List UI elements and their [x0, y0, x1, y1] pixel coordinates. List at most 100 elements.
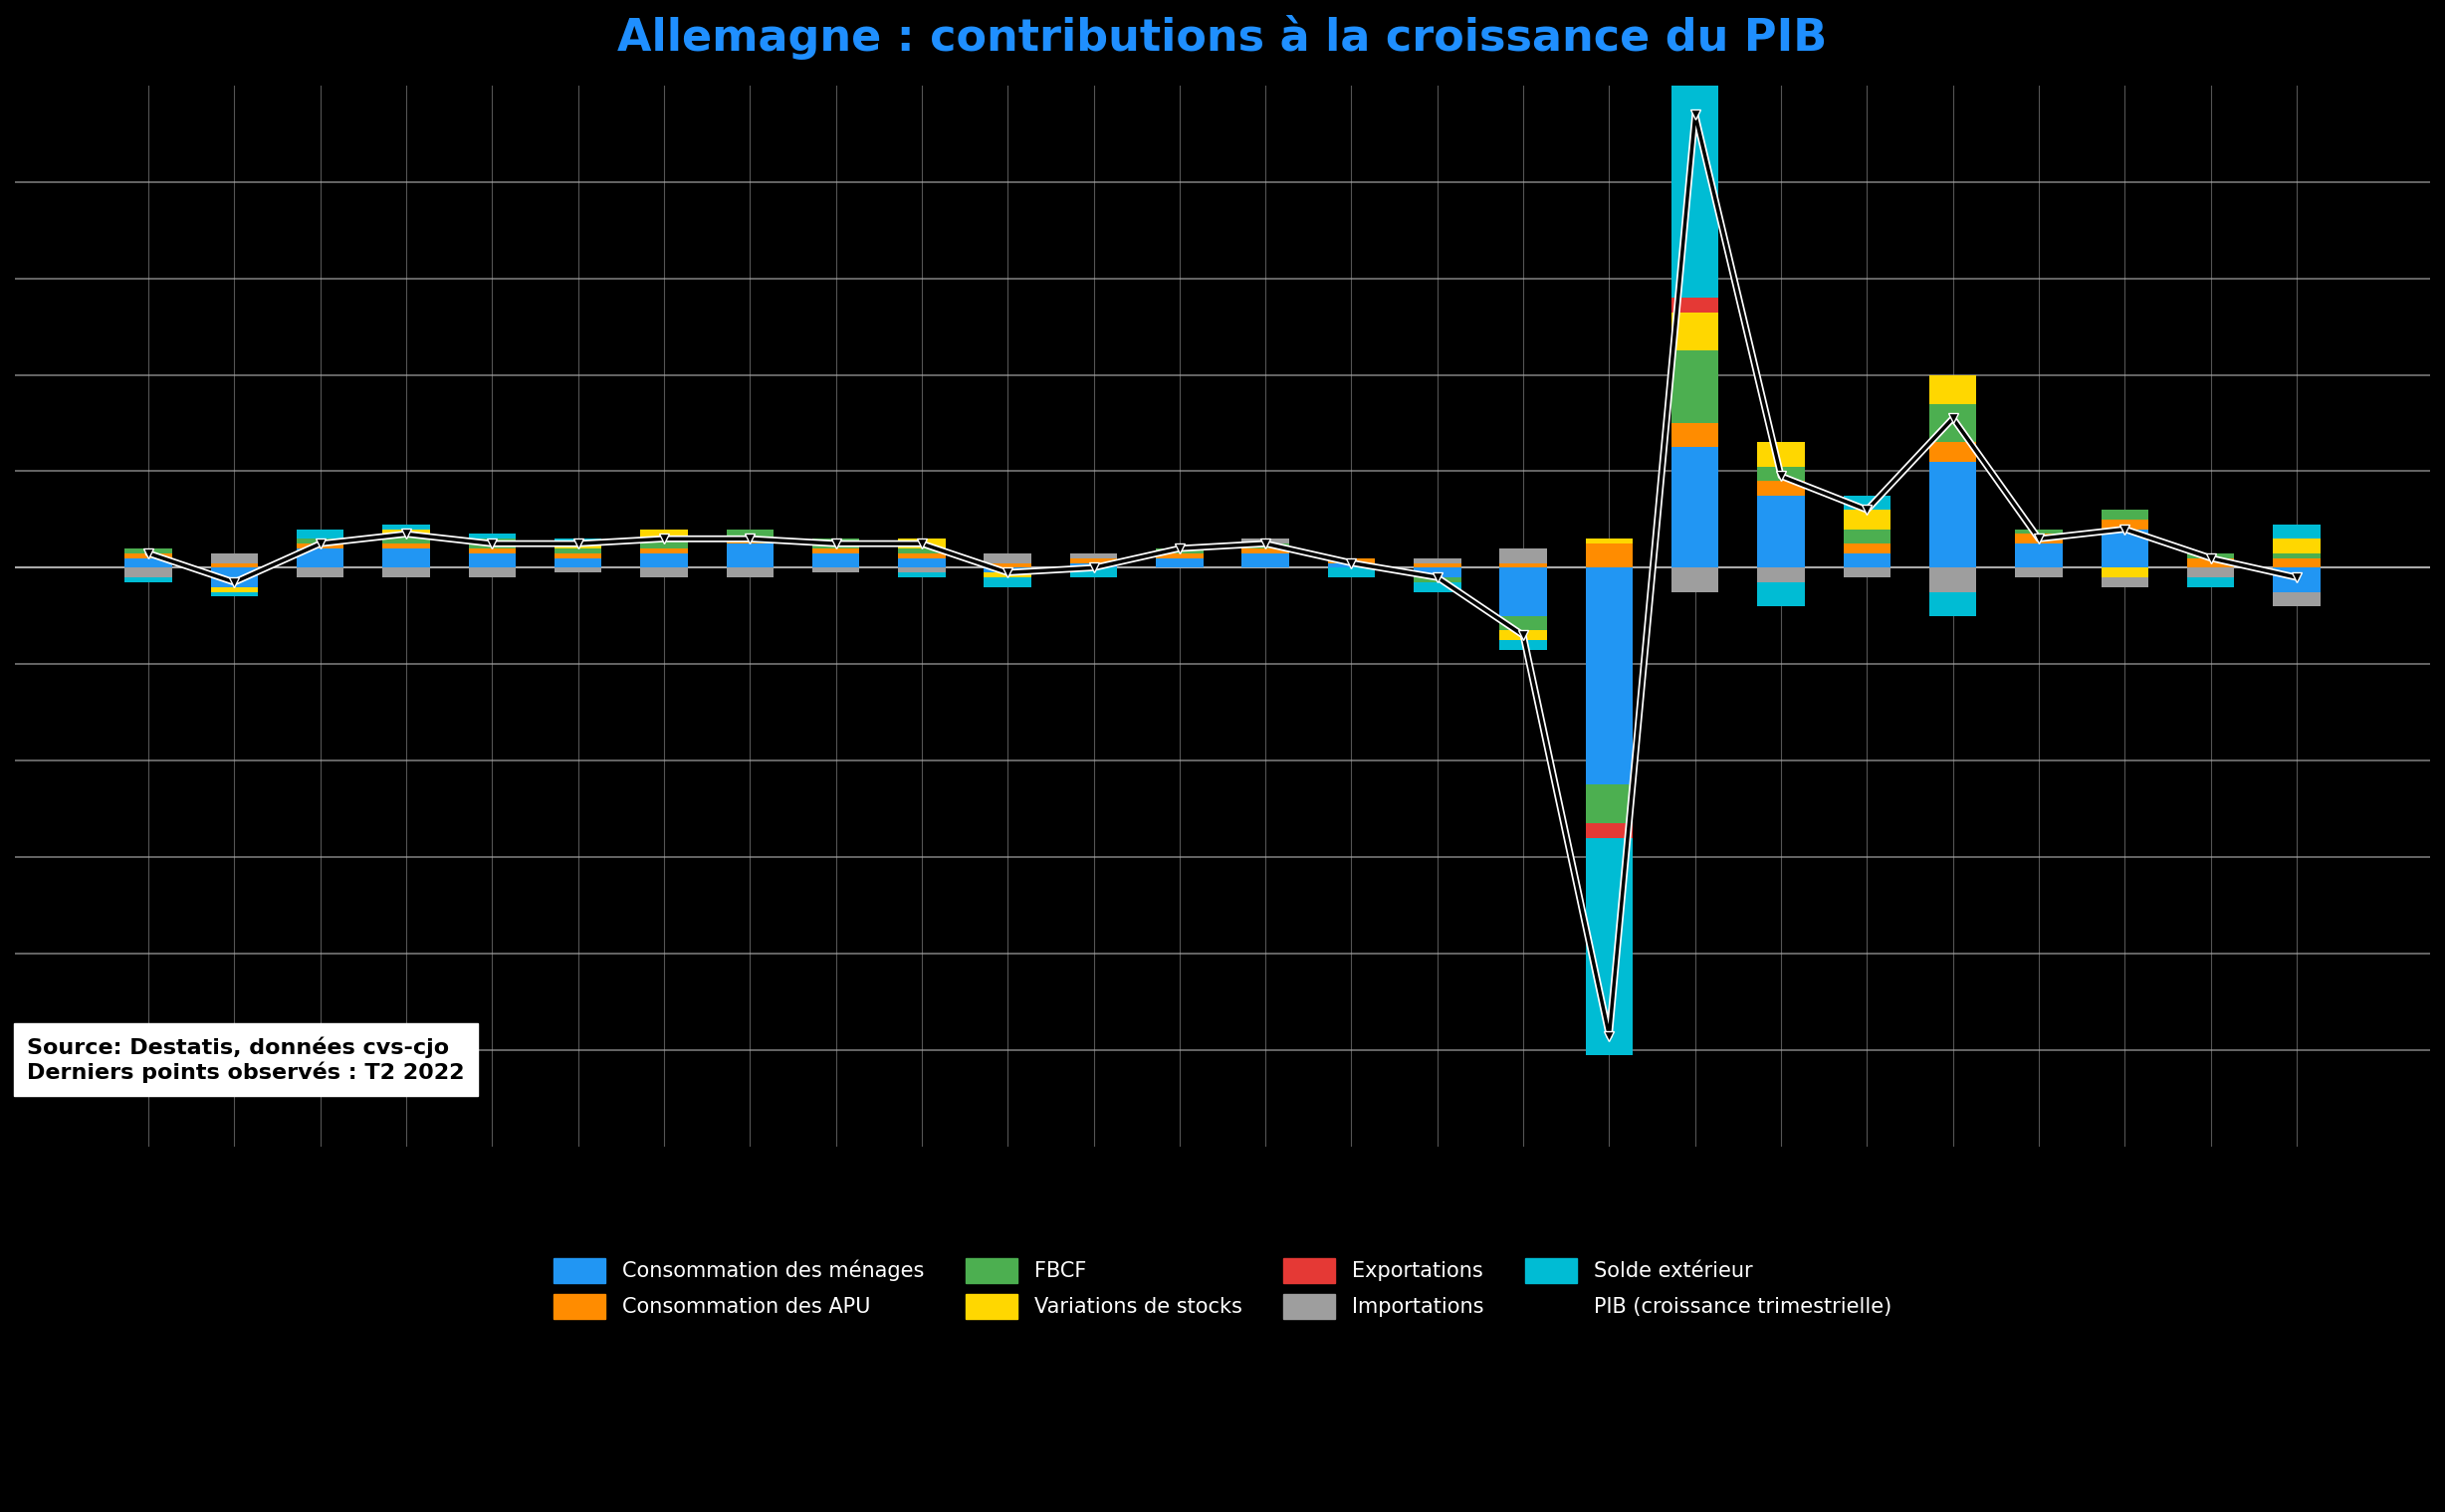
- Bar: [1844, 496, 1890, 510]
- Bar: [1242, 538, 1289, 544]
- Bar: [1413, 562, 1462, 569]
- Bar: [381, 525, 430, 529]
- Bar: [2100, 578, 2149, 587]
- Bar: [1672, 298, 1719, 311]
- Bar: [555, 538, 601, 544]
- Bar: [983, 578, 1032, 587]
- Bar: [555, 569, 601, 573]
- Bar: [1758, 582, 1804, 606]
- Bar: [1584, 538, 1633, 544]
- Bar: [726, 538, 773, 544]
- Bar: [210, 591, 257, 597]
- Bar: [381, 529, 430, 534]
- Bar: [812, 538, 861, 549]
- Bar: [381, 569, 430, 578]
- Bar: [2188, 553, 2235, 558]
- Bar: [2015, 534, 2064, 544]
- Bar: [641, 529, 687, 538]
- Bar: [555, 553, 601, 558]
- Bar: [897, 549, 946, 553]
- Bar: [210, 562, 257, 569]
- Bar: [641, 569, 687, 578]
- Bar: [469, 538, 516, 549]
- Bar: [726, 544, 773, 569]
- Bar: [1758, 496, 1804, 569]
- Bar: [1672, 311, 1719, 351]
- Bar: [1328, 558, 1374, 562]
- Bar: [2274, 553, 2320, 558]
- Bar: [2015, 529, 2064, 534]
- Bar: [2100, 569, 2149, 578]
- Bar: [210, 553, 257, 562]
- Bar: [2274, 569, 2320, 591]
- Bar: [210, 569, 257, 587]
- Bar: [1156, 549, 1203, 553]
- Bar: [2274, 538, 2320, 553]
- Bar: [2100, 529, 2149, 569]
- Bar: [897, 553, 946, 558]
- Bar: [1758, 481, 1804, 496]
- Bar: [726, 529, 773, 538]
- Bar: [125, 578, 171, 582]
- Bar: [1844, 569, 1890, 578]
- Bar: [1929, 375, 1976, 404]
- Bar: [1071, 553, 1117, 558]
- Bar: [1672, 423, 1719, 448]
- Bar: [2274, 525, 2320, 538]
- Bar: [1328, 562, 1374, 569]
- Bar: [1242, 544, 1289, 549]
- Bar: [1071, 562, 1117, 569]
- Bar: [2015, 569, 2064, 578]
- Bar: [1929, 591, 1976, 615]
- Bar: [381, 549, 430, 569]
- Bar: [897, 558, 946, 569]
- Bar: [1584, 544, 1633, 569]
- Bar: [1672, 569, 1719, 591]
- Bar: [1499, 562, 1548, 569]
- Bar: [1499, 640, 1548, 650]
- Bar: [641, 553, 687, 569]
- Bar: [296, 549, 345, 569]
- Bar: [381, 534, 430, 544]
- Bar: [381, 544, 430, 549]
- Bar: [555, 549, 601, 553]
- Bar: [1929, 569, 1976, 591]
- Bar: [296, 544, 345, 549]
- Bar: [469, 569, 516, 578]
- Bar: [1672, 351, 1719, 423]
- Bar: [2274, 591, 2320, 606]
- Bar: [1844, 529, 1890, 544]
- Bar: [812, 553, 861, 569]
- Bar: [1844, 553, 1890, 569]
- Bar: [125, 553, 171, 558]
- Bar: [1929, 443, 1976, 461]
- Bar: [1413, 569, 1462, 578]
- Bar: [1844, 544, 1890, 553]
- Bar: [125, 558, 171, 569]
- Bar: [1156, 558, 1203, 569]
- Bar: [469, 549, 516, 553]
- Bar: [1156, 553, 1203, 558]
- Bar: [1929, 404, 1976, 443]
- Bar: [897, 573, 946, 578]
- Bar: [1242, 549, 1289, 553]
- Bar: [726, 569, 773, 578]
- Bar: [1413, 558, 1462, 562]
- Bar: [296, 529, 345, 538]
- Bar: [983, 562, 1032, 569]
- Bar: [1758, 443, 1804, 466]
- Bar: [1929, 461, 1976, 569]
- Bar: [897, 569, 946, 573]
- Bar: [641, 549, 687, 553]
- Bar: [1071, 569, 1117, 578]
- Bar: [983, 569, 1032, 573]
- Bar: [1499, 615, 1548, 631]
- Bar: [2188, 578, 2235, 587]
- Bar: [1758, 569, 1804, 582]
- Bar: [983, 553, 1032, 562]
- Bar: [1584, 785, 1633, 824]
- Title: Allemagne : contributions à la croissance du PIB: Allemagne : contributions à la croissanc…: [619, 15, 1826, 59]
- Bar: [1672, 448, 1719, 569]
- Bar: [125, 569, 171, 578]
- Bar: [1499, 631, 1548, 640]
